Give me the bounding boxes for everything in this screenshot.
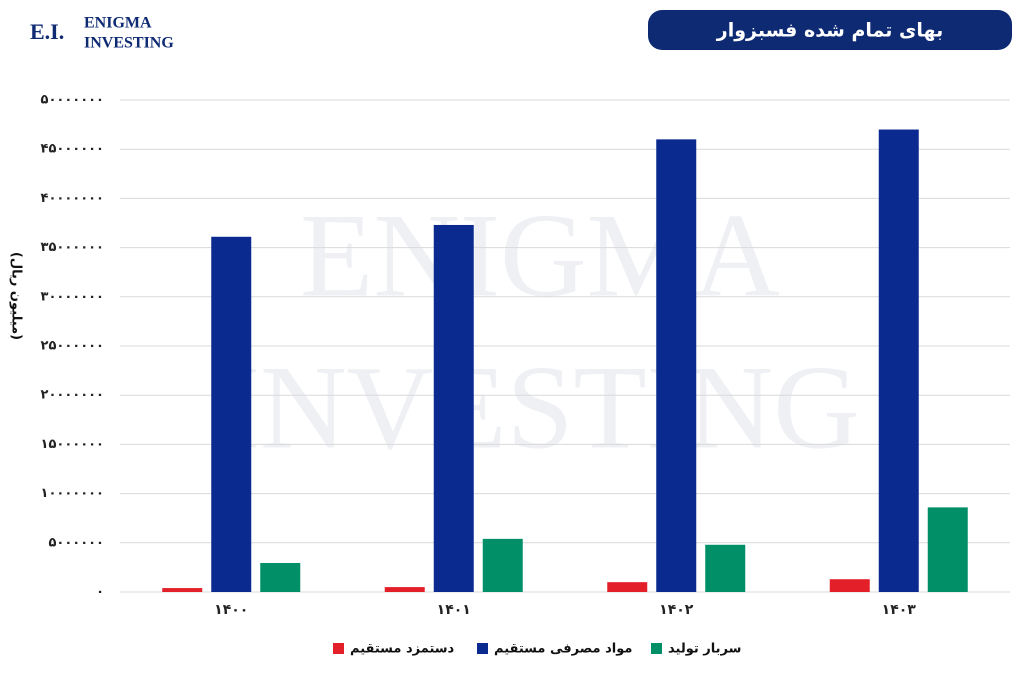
y-axis-label: (میلیون ریال) [9, 252, 24, 340]
logo-short: E.I. [30, 19, 64, 44]
bar [433, 224, 474, 592]
legend-swatch [651, 643, 662, 654]
watermark: Investing [220, 341, 860, 474]
y-tick-label: ۰ [96, 585, 104, 600]
bar [384, 587, 425, 592]
y-tick-label: ۲۰۰۰۰۰۰۰ [41, 388, 104, 403]
legend-label: سربار تولید [668, 642, 741, 657]
logo-line: Investing [84, 35, 174, 52]
y-tick-label: ۲۵۰۰۰۰۰۰ [41, 339, 104, 354]
x-tick-label: ۱۴۰۱ [437, 602, 471, 618]
bar [927, 507, 968, 592]
y-tick-label: ۳۰۰۰۰۰۰۰ [41, 289, 104, 304]
logo-line: Enigma [84, 15, 152, 32]
bar [482, 538, 523, 592]
chart-title: بهای تمام شده فسبزوار [716, 20, 944, 42]
bar [162, 588, 203, 592]
y-tick-label: ۵۰۰۰۰۰۰۰ [41, 93, 104, 108]
bar [211, 236, 252, 592]
legend-swatch [477, 643, 488, 654]
bar [607, 582, 648, 592]
bar [656, 139, 697, 593]
x-tick-label: ۱۴۰۳ [882, 602, 917, 618]
y-tick-label: ۳۵۰۰۰۰۰۰ [41, 240, 104, 255]
y-tick-label: ۴۰۰۰۰۰۰۰ [41, 191, 104, 206]
legend-label: دستمزد مستقیم [350, 642, 455, 657]
bar [260, 562, 301, 592]
x-tick-label: ۱۴۰۰ [214, 602, 248, 618]
bar [829, 579, 870, 592]
y-tick-label: ۵۰۰۰۰۰۰ [48, 535, 104, 550]
watermark: Enigma [300, 189, 780, 322]
y-tick-label: ۴۵۰۰۰۰۰۰ [41, 142, 104, 157]
title-banner [648, 10, 1012, 50]
y-tick-label: ۱۰۰۰۰۰۰۰ [41, 486, 104, 501]
x-tick-label: ۱۴۰۲ [659, 602, 694, 618]
bar [878, 129, 919, 592]
y-tick-label: ۱۵۰۰۰۰۰۰ [41, 437, 104, 452]
legend-label: مواد مصرفی مستقیم [494, 642, 632, 657]
legend-swatch [333, 643, 344, 654]
bar [705, 544, 746, 592]
